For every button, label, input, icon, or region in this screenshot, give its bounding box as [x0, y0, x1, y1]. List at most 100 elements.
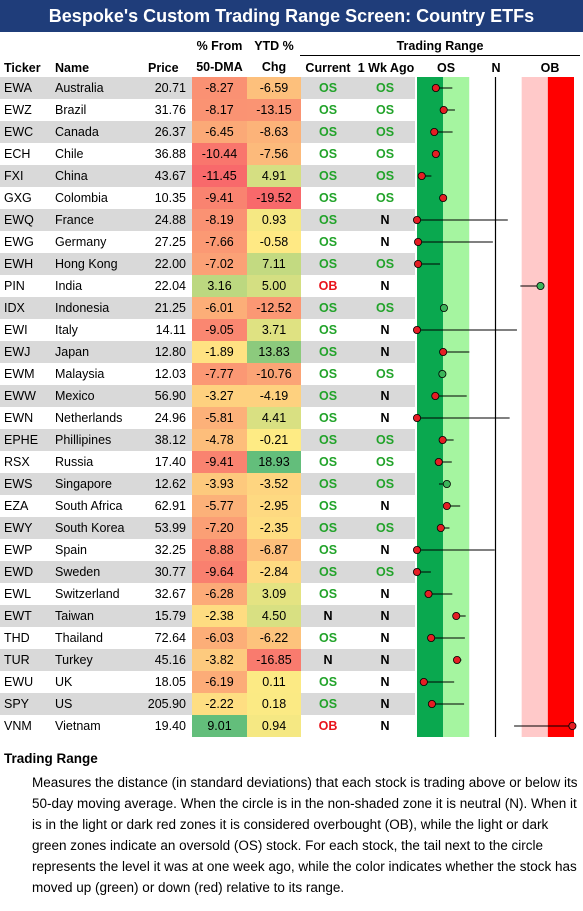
dma-cell: -8.88 [192, 539, 247, 561]
range-dot [412, 546, 421, 555]
week-ago-status-cell: OS [375, 367, 395, 381]
name-cell: Chile [55, 147, 84, 161]
name-cell: Italy [55, 323, 78, 337]
ytd-cell: -13.15 [247, 99, 301, 121]
dma-cell: -9.41 [192, 451, 247, 473]
dma-cell: -11.45 [192, 165, 247, 187]
name-cell: Australia [55, 81, 104, 95]
dma-cell: -8.19 [192, 209, 247, 231]
ticker-cell: EWA [4, 81, 33, 95]
week-ago-status-cell: OS [375, 147, 395, 161]
current-status-cell: OS [318, 455, 338, 469]
table-row: TUR Turkey 45.16 -3.82 -16.85 N N [0, 649, 583, 671]
os-light-zone [443, 77, 470, 737]
range-dot [414, 237, 423, 246]
dma-header-top: % From [196, 39, 243, 53]
week-ago-status-cell: OS [375, 565, 395, 579]
table-row: EWG Germany 27.25 -7.66 -0.58 OS N [0, 231, 583, 253]
table-row: EWJ Japan 12.80 -1.89 13.83 OS N [0, 341, 583, 363]
price-cell: 19.40 [154, 719, 186, 733]
week-ago-status-cell: OS [375, 169, 395, 183]
name-cell: South Korea [55, 521, 125, 535]
trading-range-rule [300, 55, 580, 56]
dma-cell: 3.16 [192, 275, 247, 297]
dma-cell: -8.27 [192, 77, 247, 99]
name-cell: Mexico [55, 389, 95, 403]
ticker-cell: FXI [4, 169, 24, 183]
table-row: EWL Switzerland 32.67 -6.28 3.09 OS N [0, 583, 583, 605]
current-status-cell: OS [318, 81, 338, 95]
name-cell: India [55, 279, 83, 293]
ob-zone-header: OB [540, 61, 560, 75]
week-ago-status-cell: N [380, 543, 390, 557]
table-row: EWS Singapore 12.62 -3.93 -3.52 OS OS [0, 473, 583, 495]
ticker-cell: VNM [4, 719, 32, 733]
current-status-cell: OS [318, 587, 338, 601]
range-dot [438, 435, 447, 444]
dma-cell: -8.17 [192, 99, 247, 121]
table-row: EWD Sweden 30.77 -9.64 -2.84 OS OS [0, 561, 583, 583]
name-cell: Hong Kong [55, 257, 118, 271]
dma-cell: -7.02 [192, 253, 247, 275]
week-ago-status-cell: OS [375, 191, 395, 205]
table-row: GXG Colombia 10.35 -9.41 -19.52 OS OS [0, 187, 583, 209]
name-cell: Sweden [55, 565, 101, 579]
current-status-cell: OS [318, 543, 338, 557]
week-ago-status-cell: OS [375, 521, 395, 535]
current-status-cell: N [323, 609, 333, 623]
current-status-cell: OS [318, 499, 338, 513]
current-status-cell: OS [318, 191, 338, 205]
table-row: EWY South Korea 53.99 -7.20 -2.35 OS OS [0, 517, 583, 539]
range-dot [412, 413, 421, 422]
ytd-cell: -0.21 [247, 429, 301, 451]
price-cell: 24.96 [154, 411, 186, 425]
price-cell: 62.91 [154, 499, 186, 513]
ytd-cell: 0.94 [247, 715, 301, 737]
week-ago-status-cell: N [380, 235, 390, 249]
current-status-cell: OS [318, 565, 338, 579]
neutral-zone-right [495, 77, 522, 737]
name-cell: China [55, 169, 88, 183]
price-cell: 43.67 [154, 169, 186, 183]
table-row: RSX Russia 17.40 -9.41 18.93 OS OS [0, 451, 583, 473]
table-row: EWQ France 24.88 -8.19 0.93 OS N [0, 209, 583, 231]
week-ago-status-cell: OS [375, 433, 395, 447]
ob-dark-zone [547, 77, 574, 737]
price-cell: 10.35 [154, 191, 186, 205]
week-ago-status-cell: N [380, 719, 390, 733]
ytd-cell: 3.09 [247, 583, 301, 605]
ticker-cell: EZA [4, 499, 29, 513]
table-row: EWU UK 18.05 -6.19 0.11 OS N [0, 671, 583, 693]
ticker-cell: ECH [4, 147, 31, 161]
ticker-cell: EWD [4, 565, 34, 579]
dma-cell: -9.05 [192, 319, 247, 341]
name-cell: Brazil [55, 103, 87, 117]
ytd-cell: -10.76 [247, 363, 301, 385]
price-cell: 22.00 [154, 257, 186, 271]
trading-range-header: Trading Range [396, 39, 484, 53]
week-ago-status-cell: N [380, 587, 390, 601]
ytd-cell: -8.63 [247, 121, 301, 143]
ytd-cell: 4.91 [247, 165, 301, 187]
table-row: THD Thailand 72.64 -6.03 -6.22 OS N [0, 627, 583, 649]
ticker-cell: PIN [4, 279, 25, 293]
name-cell: Singapore [55, 477, 112, 491]
table-row: EWM Malaysia 12.03 -7.77 -10.76 OS OS [0, 363, 583, 385]
ticker-cell: EWZ [4, 103, 32, 117]
name-cell: Russia [55, 455, 94, 469]
week-ago-status-cell: OS [375, 257, 395, 271]
table-row: EWH Hong Kong 22.00 -7.02 7.11 OS OS [0, 253, 583, 275]
current-status-cell: OS [318, 675, 338, 689]
range-dot [424, 590, 433, 599]
ticker-cell: EPHE [4, 433, 39, 447]
price-cell: 15.79 [154, 609, 186, 623]
name-cell: Japan [55, 345, 90, 359]
ticker-cell: TUR [4, 653, 30, 667]
name-cell: Switzerland [55, 587, 120, 601]
price-cell: 17.40 [154, 455, 186, 469]
range-dot [439, 106, 448, 115]
dma-cell: -7.66 [192, 231, 247, 253]
ticker-cell: RSX [4, 455, 30, 469]
price-cell: 12.80 [154, 345, 186, 359]
